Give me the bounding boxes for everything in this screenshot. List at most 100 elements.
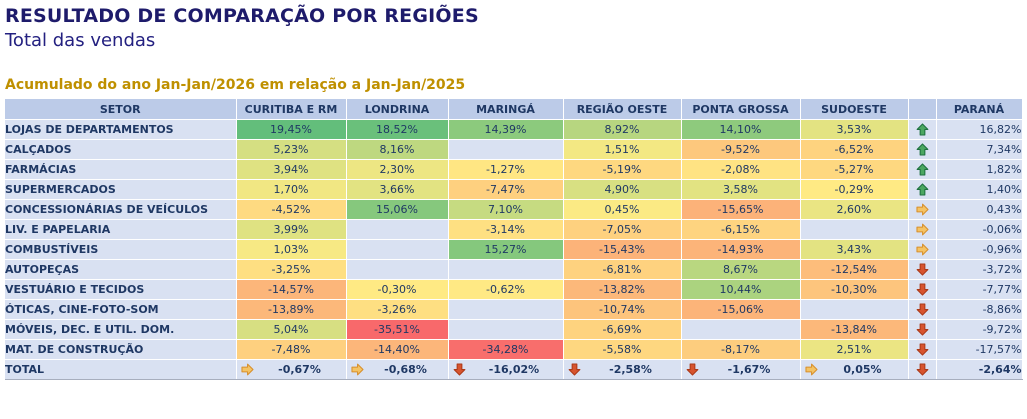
- value-cell: -15,06%: [681, 299, 801, 320]
- value-cell: [800, 219, 909, 240]
- parana-value-cell: 0,43%: [936, 199, 1023, 220]
- trend-down-icon: [453, 363, 465, 376]
- value-cell: -14,57%: [236, 279, 347, 300]
- table-row: VESTUÁRIO E TECIDOS -14,57% -0,30% -0,62% -1…: [5, 279, 1023, 300]
- trend-cell: [908, 139, 937, 160]
- value-cell: 14,39%: [448, 119, 564, 140]
- value-cell: 10,44%: [681, 279, 801, 300]
- value-cell: [346, 239, 449, 260]
- column-header-region: SUDOESTE: [800, 99, 909, 120]
- sector-cell: LOJAS DE DEPARTAMENTOS: [5, 119, 237, 140]
- table-row: FARMÁCIAS 3,94% 2,30% -1,27% -5,19% -2,08% -5,…: [5, 159, 1023, 180]
- trend-cell: [908, 119, 937, 140]
- trend-cell: [908, 339, 937, 360]
- value-cell: -0,62%: [448, 279, 564, 300]
- parana-value-cell: 1,40%: [936, 179, 1023, 200]
- value-cell: -15,43%: [563, 239, 682, 260]
- table-header: SETOR CURITIBA E RM LONDRINA MARINGÁ REGIÃO …: [5, 99, 1023, 120]
- value-cell: 3,94%: [236, 159, 347, 180]
- parana-value-cell: -9,72%: [936, 319, 1023, 340]
- trend-down-icon: [916, 363, 928, 376]
- sector-cell: CALÇADOS: [5, 139, 237, 160]
- trend-cell: [908, 179, 937, 200]
- sector-cell: MAT. DE CONSTRUÇÃO: [5, 339, 237, 360]
- table-row: AUTOPEÇAS -3,25% -6,81% 8,67% -12,54% -3,72%: [5, 259, 1023, 280]
- value-cell: -9,52%: [681, 139, 801, 160]
- total-value: -1,67%: [727, 363, 771, 376]
- value-cell: 15,06%: [346, 199, 449, 220]
- trend-down-icon: [568, 363, 580, 376]
- sector-cell: MÓVEIS, DEC. E UTIL. DOM.: [5, 319, 237, 340]
- value-cell: 8,16%: [346, 139, 449, 160]
- trend-right-icon: [804, 363, 818, 376]
- trend-cell: [908, 159, 937, 180]
- value-cell: -1,27%: [448, 159, 564, 180]
- column-header-region: LONDRINA: [346, 99, 449, 120]
- trend-cell: [908, 319, 937, 340]
- value-cell: -6,69%: [563, 319, 682, 340]
- value-cell: [448, 299, 564, 320]
- parana-value-cell: -8,86%: [936, 299, 1023, 320]
- trend-right-icon: [915, 243, 929, 256]
- value-cell: 3,66%: [346, 179, 449, 200]
- total-cell-content: -0,67%: [237, 363, 346, 376]
- table-row: SUPERMERCADOS 1,70% 3,66% -7,47% 4,90% 3,58% -…: [5, 179, 1023, 200]
- value-cell: -6,15%: [681, 219, 801, 240]
- value-cell: 0,45%: [563, 199, 682, 220]
- trend-up-icon: [916, 143, 928, 156]
- value-cell: -8,17%: [681, 339, 801, 360]
- value-cell: 3,58%: [681, 179, 801, 200]
- trend-cell: [908, 259, 937, 280]
- trend-down-icon: [916, 303, 928, 316]
- total-value-cell: -2,58%: [563, 359, 682, 380]
- value-cell: -7,05%: [563, 219, 682, 240]
- value-cell: 2,60%: [800, 199, 909, 220]
- value-cell: -5,19%: [563, 159, 682, 180]
- trend-down-icon: [916, 263, 928, 276]
- table-row: MÓVEIS, DEC. E UTIL. DOM. 5,04% -35,51% -6,…: [5, 319, 1023, 340]
- table-row: LOJAS DE DEPARTAMENTOS 19,45% 18,52% 14,39%…: [5, 119, 1023, 140]
- value-cell: -7,47%: [448, 179, 564, 200]
- trend-right-icon: [350, 363, 364, 376]
- total-value-cell: -16,02%: [448, 359, 564, 380]
- table-row: MAT. DE CONSTRUÇÃO -7,48% -14,40% -34,28% -5…: [5, 339, 1023, 360]
- header-row: SETOR CURITIBA E RM LONDRINA MARINGÁ REGIÃO …: [5, 99, 1023, 120]
- sector-cell: VESTUÁRIO E TECIDOS: [5, 279, 237, 300]
- total-parana-cell: -2,64%: [936, 359, 1023, 380]
- value-cell: 15,27%: [448, 239, 564, 260]
- sector-cell: FARMÁCIAS: [5, 159, 237, 180]
- value-cell: -10,74%: [563, 299, 682, 320]
- value-cell: -35,51%: [346, 319, 449, 340]
- value-cell: -4,52%: [236, 199, 347, 220]
- value-cell: [448, 319, 564, 340]
- total-cell-content: -16,02%: [449, 363, 563, 376]
- column-header-setor: SETOR: [5, 99, 237, 120]
- value-cell: 19,45%: [236, 119, 347, 140]
- value-cell: 2,30%: [346, 159, 449, 180]
- value-cell: -6,81%: [563, 259, 682, 280]
- parana-value-cell: -0,96%: [936, 239, 1023, 260]
- total-trend-cell: [908, 359, 937, 380]
- trend-up-icon: [916, 163, 928, 176]
- trend-column-header: [908, 99, 937, 120]
- table-row: COMBUSTÍVEIS 1,03% 15,27% -15,43% -14,93% 3,4…: [5, 239, 1023, 260]
- trend-down-icon: [916, 283, 928, 296]
- page-title: RESULTADO DE COMPARAÇÃO POR REGIÕES: [5, 5, 479, 27]
- table-row: CALÇADOS 5,23% 8,16% 1,51% -9,52% -6,52% 7,34%: [5, 139, 1023, 160]
- column-header-region: MARINGÁ: [448, 99, 564, 120]
- region-comparison-table: SETOR CURITIBA E RM LONDRINA MARINGÁ REGIÃO …: [5, 99, 1023, 380]
- trend-up-icon: [916, 123, 928, 136]
- table-row: ÓTICAS, CINE-FOTO-SOM -13,89% -3,26% -10,74…: [5, 299, 1023, 320]
- trend-down-icon: [916, 323, 928, 336]
- value-cell: 7,10%: [448, 199, 564, 220]
- value-cell: -0,30%: [346, 279, 449, 300]
- trend-down-icon: [686, 363, 698, 376]
- value-cell: -12,54%: [800, 259, 909, 280]
- value-cell: -13,89%: [236, 299, 347, 320]
- value-cell: -7,48%: [236, 339, 347, 360]
- value-cell: 18,52%: [346, 119, 449, 140]
- value-cell: -14,40%: [346, 339, 449, 360]
- parana-value-cell: 7,34%: [936, 139, 1023, 160]
- value-cell: 1,03%: [236, 239, 347, 260]
- total-cell-content: -2,58%: [564, 363, 681, 376]
